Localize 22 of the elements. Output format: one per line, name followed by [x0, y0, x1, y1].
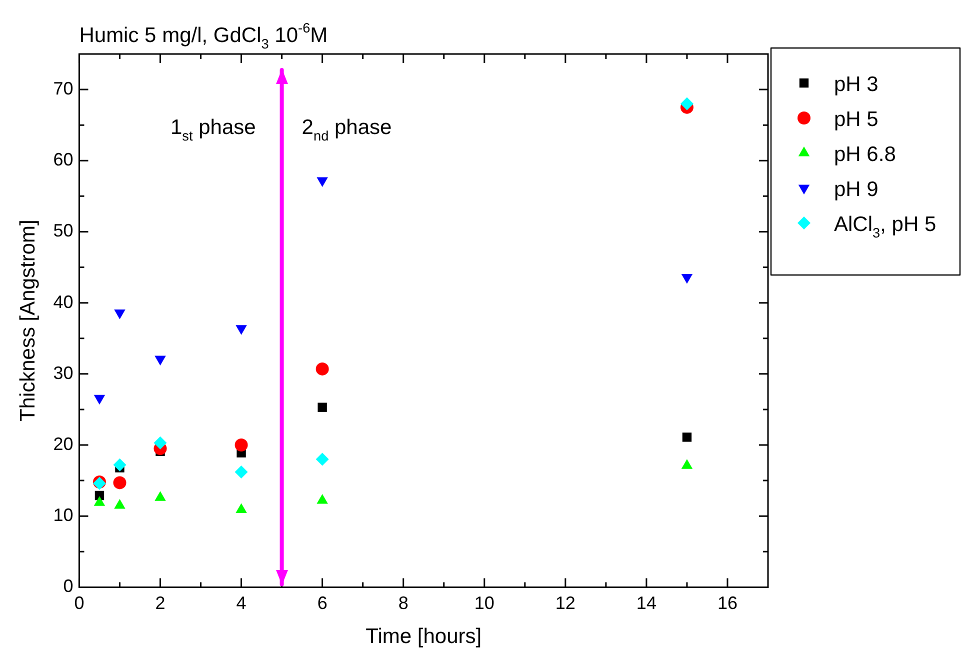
y-tick-label: 50 — [53, 220, 74, 241]
y-tick-label: 10 — [53, 505, 74, 526]
y-tick-label: 60 — [53, 150, 74, 170]
x-tick-label: 4 — [236, 592, 246, 613]
x-tick-label: 8 — [398, 592, 408, 613]
y-tick-label: 20 — [53, 434, 74, 454]
x-tick-label: 16 — [717, 592, 738, 613]
legend-label: pH 6.8 — [834, 143, 896, 166]
y-tick-label: 40 — [53, 292, 74, 312]
x-axis-title: Time [hours] — [366, 625, 482, 648]
y-tick-label: 30 — [53, 362, 74, 383]
y-tick-label: 70 — [53, 78, 74, 99]
x-tick-label: 6 — [317, 592, 328, 613]
y-tick-label: 0 — [63, 576, 74, 596]
y-axis-title: Thickness [Angstrom] — [16, 220, 40, 422]
x-tick-label: 2 — [155, 592, 166, 613]
x-tick-label: 10 — [474, 592, 494, 613]
legend-label: pH 9 — [834, 178, 878, 201]
x-tick-label: 12 — [555, 592, 576, 613]
legend-label: pH 3 — [834, 73, 878, 96]
legend-label: pH 5 — [834, 108, 878, 131]
x-tick-label: 14 — [636, 592, 656, 613]
